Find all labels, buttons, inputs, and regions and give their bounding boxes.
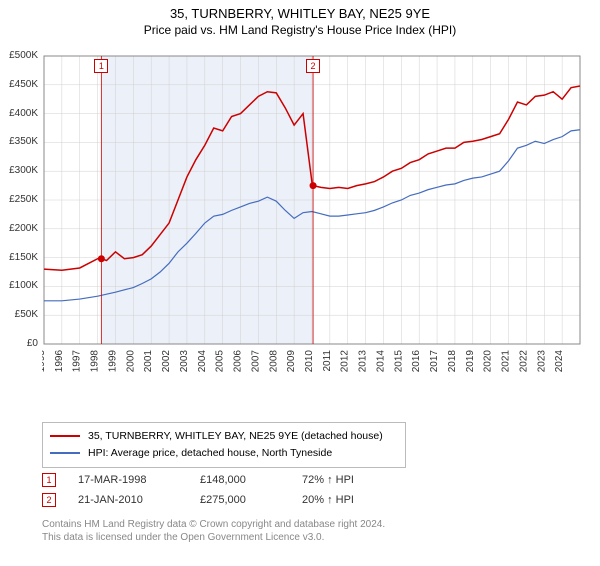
x-tick-label: 2012 xyxy=(340,350,351,373)
chart-subtitle: Price paid vs. HM Land Registry's House … xyxy=(0,23,600,37)
x-tick-label: 2002 xyxy=(161,350,172,373)
x-tick-label: 2010 xyxy=(304,350,315,373)
y-tick-label: £500K xyxy=(0,50,38,61)
legend-item-property: 35, TURNBERRY, WHITLEY BAY, NE25 9YE (de… xyxy=(50,428,398,445)
transaction-price: £148,000 xyxy=(200,474,280,486)
y-tick-label: £100K xyxy=(0,280,38,291)
x-tick-label: 2004 xyxy=(197,350,208,373)
transaction-marker-1: 1 xyxy=(42,473,56,487)
x-tick-label: 2005 xyxy=(215,350,226,373)
chart-container: 35, TURNBERRY, WHITLEY BAY, NE25 9YE Pri… xyxy=(0,6,600,566)
chart-title: 35, TURNBERRY, WHITLEY BAY, NE25 9YE xyxy=(0,6,600,21)
x-tick-label: 2016 xyxy=(411,350,422,373)
x-tick-label: 1995 xyxy=(42,350,47,373)
y-tick-label: £450K xyxy=(0,79,38,90)
transaction-delta: 72% ↑ HPI xyxy=(302,474,392,486)
x-tick-label: 2023 xyxy=(536,350,547,373)
x-tick-label: 2019 xyxy=(465,350,476,373)
chart-marker-2: 2 xyxy=(306,59,320,73)
x-tick-label: 1999 xyxy=(107,350,118,373)
legend-label-property: 35, TURNBERRY, WHITLEY BAY, NE25 9YE (de… xyxy=(88,428,383,445)
x-tick-label: 2014 xyxy=(375,350,386,373)
y-tick-label: £350K xyxy=(0,136,38,147)
legend-swatch-hpi xyxy=(50,452,80,454)
transaction-date: 17-MAR-1998 xyxy=(78,474,178,486)
x-tick-label: 2009 xyxy=(286,350,297,373)
line-chart-svg: 1995 1996 1997 1998 1999 2000 2001 2002 2003 2004… xyxy=(42,54,582,384)
x-tick-label: 2001 xyxy=(143,350,154,373)
x-tick-label: 2013 xyxy=(358,350,369,373)
x-tick-label: 2008 xyxy=(268,350,279,373)
x-tick-label: 1996 xyxy=(54,350,65,373)
x-tick-label: 1998 xyxy=(90,350,101,373)
chart-plot-area: 1995 1996 1997 1998 1999 2000 2001 2002 2003 2004… xyxy=(42,54,582,384)
legend-item-hpi: HPI: Average price, detached house, Nort… xyxy=(50,445,398,462)
transaction-row: 1 17-MAR-1998 £148,000 72% ↑ HPI xyxy=(42,470,392,490)
transaction-marker-2: 2 xyxy=(42,493,56,507)
transaction-date: 21-JAN-2010 xyxy=(78,494,178,506)
x-tick-label: 2024 xyxy=(554,350,565,373)
x-tick-label: 2015 xyxy=(393,350,404,373)
y-tick-label: £50K xyxy=(0,309,38,320)
x-tick-label: 2018 xyxy=(447,350,458,373)
legend-swatch-property xyxy=(50,435,80,437)
y-tick-label: £150K xyxy=(0,252,38,263)
y-tick-label: £200K xyxy=(0,223,38,234)
y-tick-label: £400K xyxy=(0,108,38,119)
legend-label-hpi: HPI: Average price, detached house, Nort… xyxy=(88,445,332,462)
transaction-price: £275,000 xyxy=(200,494,280,506)
x-tick-label: 2017 xyxy=(429,350,440,373)
x-tick-label: 2006 xyxy=(233,350,244,373)
footer-line-1: Contains HM Land Registry data © Crown c… xyxy=(42,518,582,531)
footer-attribution: Contains HM Land Registry data © Crown c… xyxy=(42,518,582,544)
x-tick-label: 2011 xyxy=(322,350,333,372)
x-tick-label: 2003 xyxy=(179,350,190,373)
transaction-delta: 20% ↑ HPI xyxy=(302,494,392,506)
y-tick-label: £300K xyxy=(0,165,38,176)
legend-box: 35, TURNBERRY, WHITLEY BAY, NE25 9YE (de… xyxy=(42,422,406,468)
x-tick-label: 2000 xyxy=(125,350,136,373)
y-tick-label: £250K xyxy=(0,194,38,205)
x-tick-label: 1997 xyxy=(72,350,83,373)
x-tick-label: 2022 xyxy=(518,350,529,373)
x-tick-label: 2021 xyxy=(501,350,512,373)
transaction-table: 1 17-MAR-1998 £148,000 72% ↑ HPI 2 21-JA… xyxy=(42,470,392,510)
y-tick-label: £0 xyxy=(0,338,38,349)
x-tick-label: 2020 xyxy=(483,350,494,373)
transaction-row: 2 21-JAN-2010 £275,000 20% ↑ HPI xyxy=(42,490,392,510)
footer-line-2: This data is licensed under the Open Gov… xyxy=(42,531,582,544)
x-tick-label: 2007 xyxy=(250,350,261,373)
chart-marker-1: 1 xyxy=(94,59,108,73)
